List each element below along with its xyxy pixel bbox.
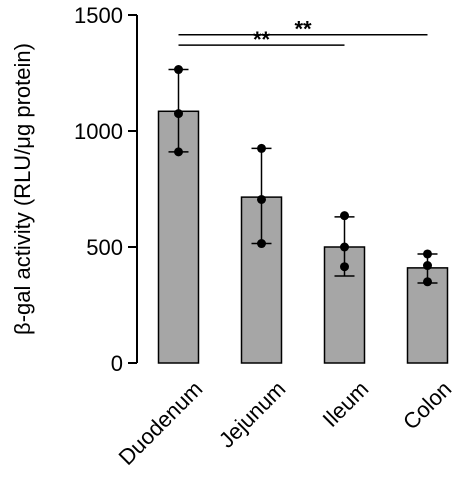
x-tick-labels: Duodenum Jejunum Ileum Colon	[114, 376, 457, 470]
data-point	[174, 147, 183, 157]
data-point	[257, 143, 266, 153]
y-tick-label: 1000	[74, 119, 123, 144]
data-point	[257, 194, 266, 204]
bar-jejunum	[240, 196, 283, 364]
significance-brackets: ** **	[178, 17, 428, 52]
data-point	[423, 261, 432, 271]
data-point	[423, 277, 432, 287]
significance-label: **	[253, 27, 271, 52]
y-ticks: 0 500 1000 1500	[74, 3, 137, 376]
x-tick-label: Ileum	[318, 376, 374, 432]
data-point	[340, 262, 349, 272]
y-tick-label: 1500	[74, 3, 123, 28]
y-axis-label: β-gal activity (RLU/μg protein)	[10, 43, 35, 335]
data-point	[340, 242, 349, 252]
y-tick-label: 0	[111, 351, 123, 376]
data-point	[257, 239, 266, 249]
bars	[157, 110, 449, 364]
data-point	[174, 65, 183, 75]
x-tick-label: Duodenum	[114, 376, 208, 470]
data-point	[174, 109, 183, 119]
x-tick-label: Jejunum	[214, 376, 290, 452]
error-bars	[168, 68, 438, 284]
significance-label: **	[294, 17, 312, 42]
x-tick-label: Colon	[398, 376, 456, 434]
data-point	[423, 249, 432, 259]
data-points	[174, 65, 432, 287]
y-tick-label: 500	[86, 235, 123, 260]
data-point	[340, 211, 349, 221]
